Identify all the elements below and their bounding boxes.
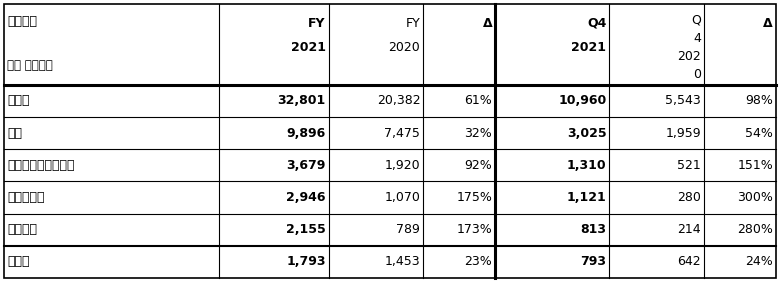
Text: 2021: 2021	[291, 41, 325, 54]
Text: 2021: 2021	[571, 41, 606, 54]
Text: 173%: 173%	[456, 223, 492, 236]
Text: 789: 789	[396, 223, 420, 236]
Text: 521: 521	[677, 159, 701, 172]
Text: 3,679: 3,679	[286, 159, 325, 172]
Text: 现金流: 现金流	[7, 255, 30, 268]
Text: 175%: 175%	[456, 191, 492, 204]
Text: 净营收: 净营收	[7, 94, 30, 107]
Text: 1,310: 1,310	[567, 159, 606, 172]
Text: 61%: 61%	[465, 94, 492, 107]
Text: Δ: Δ	[764, 17, 773, 30]
Text: 0: 0	[693, 68, 701, 81]
Text: 息税折旧摊销前利润: 息税折旧摊销前利润	[7, 159, 75, 172]
Text: 793: 793	[580, 255, 606, 268]
Text: 54%: 54%	[745, 127, 773, 140]
Text: 1,121: 1,121	[566, 191, 606, 204]
Text: 202: 202	[677, 50, 701, 63]
Text: 151%: 151%	[737, 159, 773, 172]
Text: 300%: 300%	[737, 191, 773, 204]
Text: 1,920: 1,920	[385, 159, 420, 172]
Text: 20,382: 20,382	[377, 94, 420, 107]
Text: 9,896: 9,896	[286, 127, 325, 140]
Text: 92%: 92%	[465, 159, 492, 172]
Text: 214: 214	[678, 223, 701, 236]
Text: 5,543: 5,543	[665, 94, 701, 107]
Text: 息税前利润: 息税前利润	[7, 191, 44, 204]
Text: 毛利: 毛利	[7, 127, 22, 140]
Text: Q: Q	[691, 14, 701, 27]
Text: 2,946: 2,946	[286, 191, 325, 204]
Text: 1,070: 1,070	[385, 191, 420, 204]
Text: 642: 642	[678, 255, 701, 268]
Text: Q4: Q4	[587, 17, 606, 30]
Text: 813: 813	[580, 223, 606, 236]
Text: 4: 4	[693, 32, 701, 45]
Text: 1,453: 1,453	[385, 255, 420, 268]
Text: 32,801: 32,801	[278, 94, 325, 107]
Text: 本期收益: 本期收益	[7, 223, 37, 236]
Text: 1,959: 1,959	[665, 127, 701, 140]
Text: 10,960: 10,960	[558, 94, 606, 107]
Text: 7,475: 7,475	[385, 127, 420, 140]
Text: FY: FY	[308, 17, 325, 30]
Text: 2,155: 2,155	[285, 223, 325, 236]
Text: 280%: 280%	[737, 223, 773, 236]
Text: FY: FY	[406, 17, 420, 30]
Text: 2020: 2020	[388, 41, 420, 54]
Text: 百万 瑞士法郎: 百万 瑞士法郎	[7, 59, 53, 72]
Text: 24%: 24%	[745, 255, 773, 268]
Text: 32%: 32%	[465, 127, 492, 140]
Text: Δ: Δ	[483, 17, 492, 30]
Text: 1,793: 1,793	[286, 255, 325, 268]
Text: 德迅集团: 德迅集团	[7, 14, 37, 28]
Text: 23%: 23%	[465, 255, 492, 268]
Text: 280: 280	[677, 191, 701, 204]
Text: 98%: 98%	[745, 94, 773, 107]
Text: 3,025: 3,025	[567, 127, 606, 140]
